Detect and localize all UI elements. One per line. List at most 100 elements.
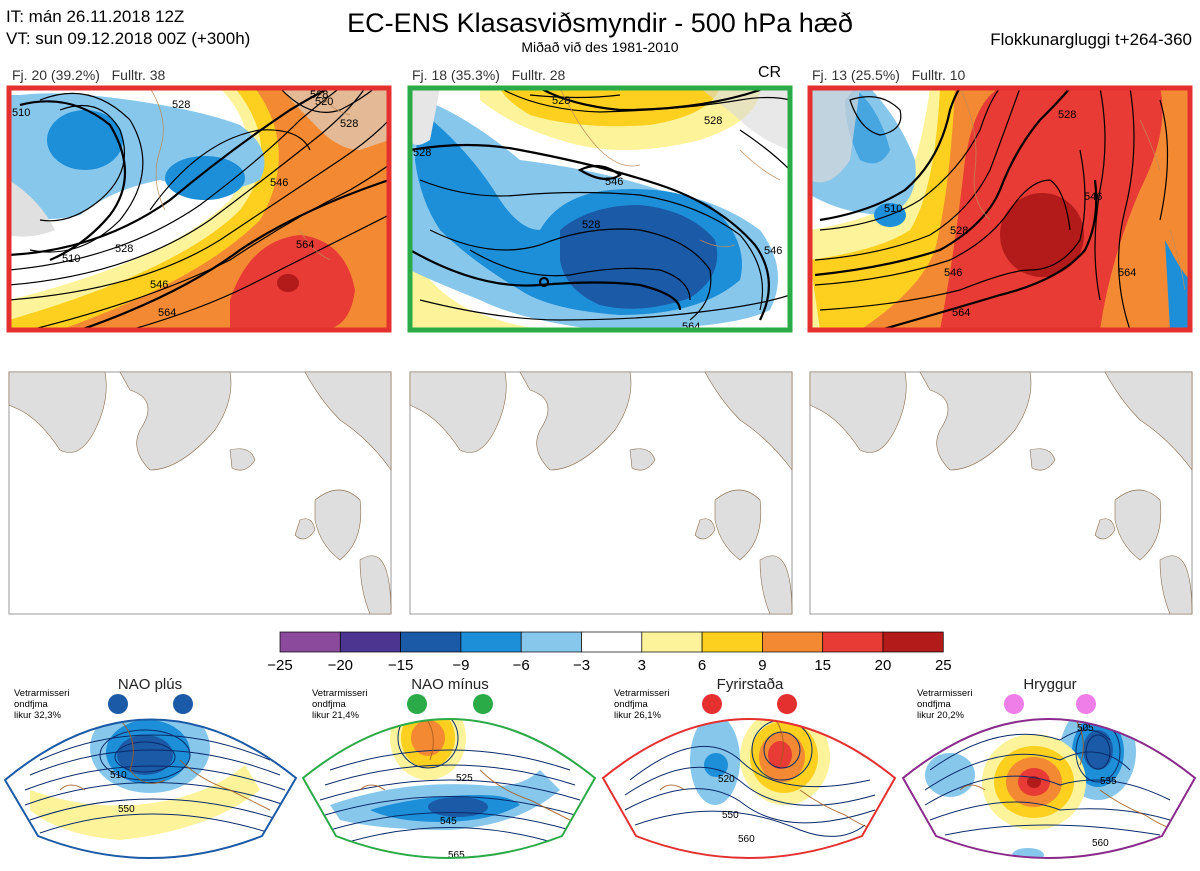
regime-2-contour-label: 525: [456, 773, 473, 784]
regime-4-contour-label: 535: [1100, 776, 1117, 787]
colorbar-tick: 15: [814, 657, 831, 674]
colorbar-tick: −15: [388, 657, 413, 674]
panel-3-contour-label: 528: [1058, 109, 1076, 121]
regime-2-contour-label: 545: [440, 816, 457, 827]
panel-2-contour-label: 546: [764, 245, 782, 257]
regime-2-dot: [473, 694, 493, 714]
panel-1-contour-label: 528: [172, 99, 190, 111]
valid-time: VT: sun 09.12.2018 00Z (+300h): [6, 29, 251, 48]
regime-1-title: NAO plús: [118, 676, 182, 693]
panel-1-contour-label: 510: [62, 253, 80, 265]
header-times: IT: mán 26.11.2018 12Z VT: sun 09.12.201…: [6, 6, 250, 50]
regime-1-note: Vetrarmisseri ondfjma likur 32,3%: [14, 688, 70, 721]
panel-1-label: Fj. 20 (39.2%) Fulltr. 38: [12, 67, 165, 83]
panel-3-contour-label: 510: [884, 203, 902, 215]
map-panel-2: 528 528 546 528 546 564 528: [410, 88, 790, 333]
panel-3-contour-label: 546: [1084, 191, 1102, 203]
page-title: EC-ENS Klasasviðsmyndir - 500 hPa hæð: [347, 8, 853, 38]
regime-4-dot: [1076, 694, 1096, 714]
regime-4-contour-label: 505: [1077, 723, 1094, 734]
panel-2-tag: CR: [758, 64, 782, 81]
panel-3-contour-label: 564: [1118, 267, 1136, 279]
panel-2-contour-label: 564: [682, 321, 700, 333]
regime-3-contour-label: 560: [738, 834, 755, 845]
regime-2-dot: [407, 694, 427, 714]
regime-3-border: [601, 718, 897, 859]
regime-3-title: Fyrirstaða: [717, 676, 784, 693]
panel-1-border: [6, 85, 392, 333]
panel-3-label: Fj. 13 (25.5%) Fulltr. 10: [812, 67, 965, 83]
colorbar-swatch: [581, 631, 643, 653]
colorbar-tick: −25: [267, 657, 292, 674]
regime-4-note: Vetrarmisseri ondfjma likur 20,2%: [917, 688, 973, 721]
colorbar-swatch: [400, 631, 462, 653]
base-map-2: [409, 371, 793, 615]
regime-1-contour-label: 550: [118, 804, 135, 815]
panel-2-contour-label: 528: [582, 219, 600, 231]
colorbar: −25 −20 −15 −9 −6 −3 3 6 9 15 20 25: [267, 631, 952, 674]
regime-2-note: Vetrarmisseri ondfjma likur 21,4%: [312, 688, 368, 721]
panel-2-cluster: Fj. 18 (35.3%): [412, 67, 500, 83]
panel-1-contour-label: 564: [158, 307, 176, 319]
regime-1-dot: [173, 694, 193, 714]
map-panel-3: 510 528 528 546 546 564 564: [810, 88, 1190, 330]
map-panel-1: 510 528 528 520 528 546 564 528 546 564 …: [9, 88, 389, 330]
panel-1-contour-label: 510: [12, 107, 30, 119]
panel-1-contour-label: 528: [310, 89, 328, 101]
colorbar-tick: 9: [758, 657, 766, 674]
base-map-3: [809, 371, 1193, 615]
panel-3-border: [807, 85, 1193, 333]
colorbar-swatch: [460, 631, 522, 653]
panel-3-contour-label: 528: [950, 225, 968, 237]
panel-2-contour-label: 528: [704, 115, 722, 127]
regime-2-title: NAO mínus: [411, 676, 489, 693]
regime-4-dot: [1004, 694, 1024, 714]
panel-1-contour-label: 528: [115, 243, 133, 255]
regime-3-dot: [702, 694, 722, 714]
panel-2-border: [407, 85, 793, 333]
panel-1-contour-label: 546: [270, 177, 288, 189]
panel-3-members: Fulltr. 10: [911, 67, 966, 83]
colorbar-tick: −9: [452, 657, 469, 674]
colorbar-swatch: [882, 631, 944, 653]
colorbar-tick: −20: [328, 657, 353, 674]
colorbar-tick: −3: [573, 657, 590, 674]
panel-2-contour-label: 546: [605, 176, 623, 188]
colorbar-swatch: [520, 631, 582, 653]
regime-3-contour-label: 550: [722, 810, 739, 821]
panel-2-contour-label: 528: [552, 95, 570, 107]
panel-3-contour-label: 546: [944, 267, 962, 279]
classification-window: Flokkunargluggi t+264-360: [990, 30, 1192, 49]
colorbar-swatch: [822, 631, 884, 653]
regime-4-contour-label: 560: [1092, 838, 1109, 849]
issue-time: IT: mán 26.11.2018 12Z: [6, 7, 185, 26]
panel-1-contour-label: 528: [340, 118, 358, 130]
panel-3-contour-label: 564: [952, 307, 970, 319]
panel-1-contour-label: 520: [315, 96, 333, 108]
panel-1-cluster: Fj. 20 (39.2%): [12, 67, 100, 83]
colorbar-tick: 3: [638, 657, 646, 674]
regime-4-title: Hryggur: [1023, 676, 1076, 693]
panel-3-cluster: Fj. 13 (25.5%): [812, 67, 900, 83]
panel-1-contour-label: 546: [150, 279, 168, 291]
page-subtitle: Miðað við des 1981-2010: [521, 39, 679, 55]
colorbar-tick: 25: [935, 657, 952, 674]
regime-1-border: [3, 718, 298, 859]
colorbar-swatch: [701, 631, 763, 653]
panel-2-label: Fj. 18 (35.3%) Fulltr. 28: [412, 67, 565, 83]
colorbar-swatch: [641, 631, 703, 653]
base-map-1: [8, 371, 392, 615]
regime-2-border: [301, 718, 597, 859]
regime-1-contour-label: 510: [110, 770, 127, 781]
regime-4-ridge: 505 535 560: [901, 694, 1197, 859]
regime-1-dot: [108, 694, 128, 714]
regime-4-border: [901, 718, 1197, 859]
colorbar-swatch: [762, 631, 824, 653]
colorbar-tick: −6: [513, 657, 530, 674]
colorbar-swatch: [279, 631, 341, 653]
regime-3-contour-label: 520: [718, 774, 735, 785]
colorbar-swatch: [339, 631, 401, 653]
regime-2-contour-label: 565: [448, 850, 465, 861]
panel-1-contour-label: 564: [296, 239, 314, 251]
